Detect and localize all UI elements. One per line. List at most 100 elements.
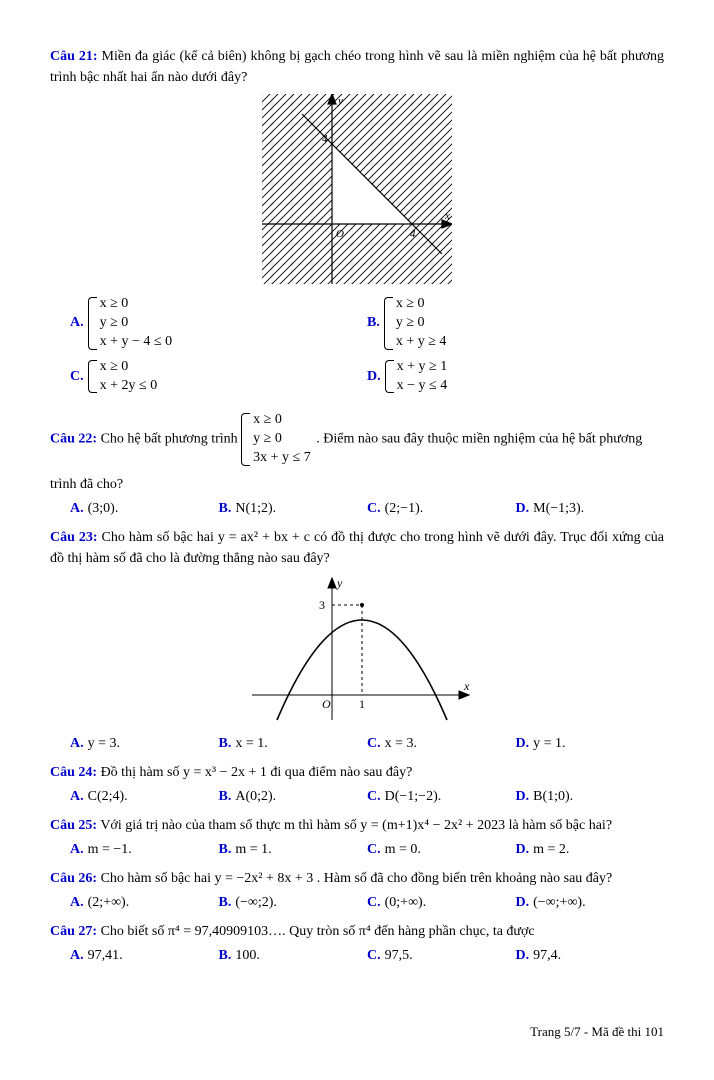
question-25: Câu 25: Với giá trị nào của tham số thực…: [50, 815, 664, 836]
q27-b: 100.: [235, 948, 260, 963]
q23-text: Cho hàm số bậc hai y = ax² + bx + c có đ…: [50, 530, 664, 566]
opt-label: A.: [70, 315, 84, 331]
q22-text-before: Cho hệ bất phương trình: [101, 432, 238, 447]
q23-options: A.y = 3. B.x = 1. C.x = 3. D.y = 1.: [70, 736, 664, 752]
q26-c: (0;+∞).: [385, 895, 427, 910]
q26-b: (−∞;2).: [235, 895, 277, 910]
q26-options: A.(2;+∞). B.(−∞;2). C.(0;+∞). D.(−∞;+∞).: [70, 895, 664, 911]
opt-label: A.: [70, 736, 84, 751]
q22-a: (3;0).: [88, 501, 119, 516]
q27-d: 97,4.: [533, 948, 561, 963]
q25-a: m = −1.: [88, 842, 132, 857]
opt-label: D.: [516, 948, 530, 963]
question-26: Câu 26: Cho hàm số bậc hai y = −2x² + 8x…: [50, 868, 664, 889]
sys-line: x ≥ 0: [394, 295, 449, 314]
q22-label: Câu 22:: [50, 432, 97, 447]
q21-opt-d: D. x + y ≥ 1 x − y ≤ 4: [367, 358, 664, 396]
page-footer: Trang 5/7 - Mã đề thi 101: [50, 1024, 664, 1040]
q21-opt-c: C. x ≥ 0 x + 2y ≤ 0: [70, 358, 367, 396]
opt-label: D.: [516, 501, 530, 516]
q25-d: m = 2.: [533, 842, 569, 857]
sys-line: x + y ≥ 4: [394, 333, 449, 352]
q25-text: Với giá trị nào của tham số thực m thì h…: [100, 818, 612, 833]
q24-c: D(−1;−2).: [385, 789, 442, 804]
opt-label: C.: [70, 369, 84, 385]
sys-line: y ≥ 0: [394, 314, 449, 333]
opt-label: B.: [367, 315, 380, 331]
q25-b: m = 1.: [235, 842, 271, 857]
question-22: Câu 22: Cho hệ bất phương trình x ≥ 0 y …: [50, 411, 664, 468]
opt-label: A.: [70, 789, 84, 804]
q24-text: Đồ thị hàm số y = x³ − 2x + 1 đi qua điể…: [101, 765, 413, 780]
q23-c: x = 3.: [385, 736, 417, 751]
q22-text-after: . Điểm nào sau đây thuộc miền nghiệm của…: [316, 432, 642, 447]
opt-label: B.: [219, 842, 232, 857]
svg-text:3: 3: [319, 598, 325, 612]
q24-a: C(2;4).: [88, 789, 128, 804]
q21-options: A. x ≥ 0 y ≥ 0 x + y − 4 ≤ 0 B. x ≥ 0 y …: [70, 295, 664, 401]
opt-label: B.: [219, 736, 232, 751]
q27-label: Câu 27:: [50, 924, 97, 939]
q22-b: N(1;2).: [235, 501, 276, 516]
q22-d: M(−1;3).: [533, 501, 584, 516]
opt-label: B.: [219, 789, 232, 804]
sys-line: y ≥ 0: [98, 314, 174, 333]
q21-label: Câu 21:: [50, 49, 98, 64]
q21-opt-b: B. x ≥ 0 y ≥ 0 x + y ≥ 4: [367, 295, 664, 352]
opt-label: D.: [367, 369, 381, 385]
q21-opt-a: A. x ≥ 0 y ≥ 0 x + y − 4 ≤ 0: [70, 295, 367, 352]
opt-label: A.: [70, 948, 84, 963]
q23-b: x = 1.: [235, 736, 267, 751]
q25-label: Câu 25:: [50, 818, 97, 833]
q25-c: m = 0.: [385, 842, 421, 857]
q27-text: Cho biết số π⁴ = 97,40909103…. Quy tròn …: [101, 924, 535, 939]
opt-label: C.: [367, 789, 381, 804]
question-23: Câu 23: Cho hàm số bậc hai y = ax² + bx …: [50, 527, 664, 569]
q26-d: (−∞;+∞).: [533, 895, 585, 910]
q24-options: A. C(2;4). B.A(0;2). C. D(−1;−2). D.B(1;0)…: [70, 789, 664, 805]
svg-text:4: 4: [410, 228, 416, 240]
opt-label: B.: [219, 948, 232, 963]
q22-options: A. (3;0). B.N(1;2). C. (2;−1). D.M(−1;3).: [70, 501, 664, 517]
question-24: Câu 24: Đồ thị hàm số y = x³ − 2x + 1 đi…: [50, 762, 664, 783]
opt-label: B.: [219, 501, 232, 516]
opt-label: A.: [70, 501, 84, 516]
opt-label: C.: [367, 895, 381, 910]
sys-line: x ≥ 0: [98, 295, 174, 314]
opt-label: A.: [70, 842, 84, 857]
opt-label: D.: [516, 842, 530, 857]
svg-text:y: y: [336, 576, 343, 590]
opt-label: B.: [219, 895, 232, 910]
q26-a: (2;+∞).: [88, 895, 130, 910]
svg-text:O: O: [322, 697, 331, 711]
svg-text:x: x: [444, 210, 450, 222]
sys-line: x + y − 4 ≤ 0: [98, 333, 174, 352]
opt-label: C.: [367, 842, 381, 857]
opt-label: C.: [367, 501, 381, 516]
q24-label: Câu 24:: [50, 765, 97, 780]
q22-cont: trình đã cho?: [50, 474, 664, 495]
sys-line: x − y ≤ 4: [395, 377, 450, 396]
q23-d: y = 1.: [533, 736, 565, 751]
svg-text:1: 1: [359, 697, 365, 711]
q23-figure: x y O 3 1: [50, 575, 664, 730]
q27-options: A.97,41. B.100. C.97,5. D.97,4.: [70, 948, 664, 964]
sys-line: 3x + y ≤ 7: [251, 449, 313, 468]
sys-line: x ≥ 0: [98, 358, 160, 377]
opt-label: D.: [516, 789, 530, 804]
opt-label: D.: [516, 736, 530, 751]
svg-text:y: y: [337, 95, 343, 107]
q24-b: A(0;2).: [235, 789, 276, 804]
opt-label: A.: [70, 895, 84, 910]
q22-c: (2;−1).: [385, 501, 424, 516]
q24-d: B(1;0).: [533, 789, 573, 804]
svg-text:O: O: [336, 228, 344, 240]
q25-options: A. m = −1. B.m = 1. C. m = 0. D.m = 2.: [70, 842, 664, 858]
q23-a: y = 3.: [88, 736, 120, 751]
opt-label: C.: [367, 948, 381, 963]
q21-text: Miền đa giác (kể cả biên) không bị gạch …: [50, 49, 664, 85]
sys-line: y ≥ 0: [251, 430, 313, 449]
q21-figure: 4 4 O x y: [50, 94, 664, 289]
q26-label: Câu 26:: [50, 871, 97, 886]
q27-c: 97,5.: [385, 948, 413, 963]
